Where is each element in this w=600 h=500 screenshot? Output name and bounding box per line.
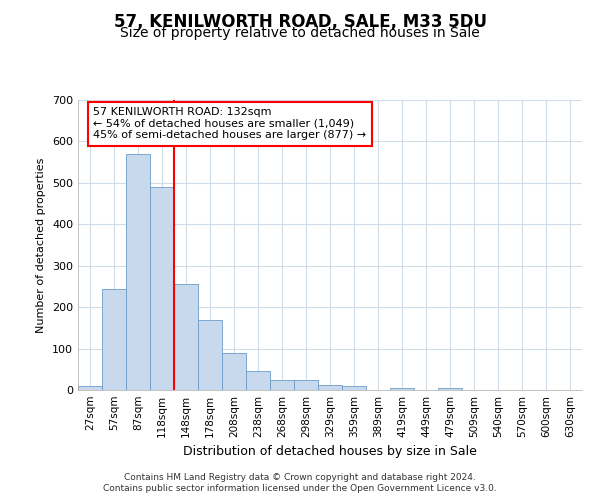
Text: Size of property relative to detached houses in Sale: Size of property relative to detached ho… [120, 26, 480, 40]
Bar [102, 288, 126, 390]
Bar [246, 372, 270, 390]
Bar [150, 187, 174, 390]
Bar [438, 388, 462, 390]
X-axis label: Distribution of detached houses by size in Sale: Distribution of detached houses by size … [183, 446, 477, 458]
Bar [174, 284, 198, 390]
Bar [270, 380, 294, 390]
Text: Contains HM Land Registry data © Crown copyright and database right 2024.: Contains HM Land Registry data © Crown c… [124, 472, 476, 482]
Bar [318, 385, 342, 390]
Bar [342, 386, 366, 390]
Bar [294, 380, 318, 390]
Bar [78, 386, 102, 390]
Text: Contains public sector information licensed under the Open Government Licence v3: Contains public sector information licen… [103, 484, 497, 493]
Text: 57, KENILWORTH ROAD, SALE, M33 5DU: 57, KENILWORTH ROAD, SALE, M33 5DU [113, 12, 487, 30]
Bar [198, 320, 222, 390]
Bar [222, 352, 246, 390]
Y-axis label: Number of detached properties: Number of detached properties [37, 158, 46, 332]
Bar [390, 388, 414, 390]
Text: 57 KENILWORTH ROAD: 132sqm
← 54% of detached houses are smaller (1,049)
45% of s: 57 KENILWORTH ROAD: 132sqm ← 54% of deta… [93, 108, 366, 140]
Bar [126, 154, 150, 390]
